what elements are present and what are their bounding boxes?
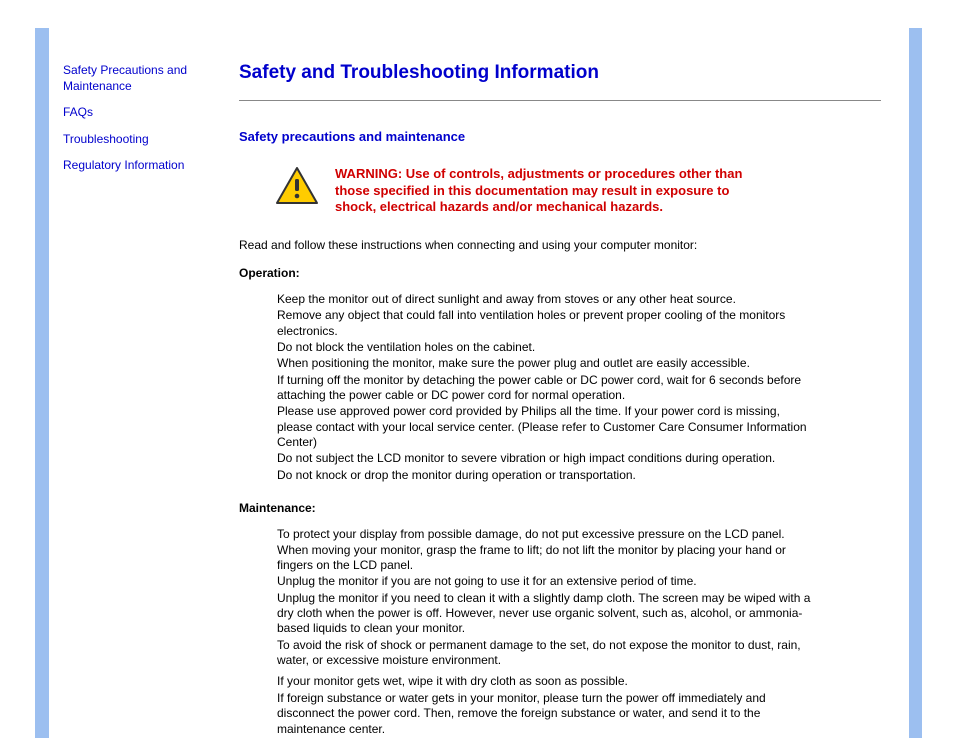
page-title: Safety and Troubleshooting Information xyxy=(239,62,881,84)
sidebar-link-troubleshooting[interactable]: Troubleshooting xyxy=(63,131,221,147)
operation-heading: Operation: xyxy=(239,266,881,280)
operation-item: If turning off the monitor by detaching … xyxy=(277,373,817,404)
intro-text: Read and follow these instructions when … xyxy=(239,238,881,252)
warning-block: WARNING: Use of controls, adjustments or… xyxy=(275,166,881,216)
sidebar-link-regulatory[interactable]: Regulatory Information xyxy=(63,157,221,173)
content-area: Safety Precautions and Maintenance FAQs … xyxy=(49,28,909,738)
page-root: Safety Precautions and Maintenance FAQs … xyxy=(0,0,954,738)
operation-item: Remove any object that could fall into v… xyxy=(277,308,817,339)
maintenance-list: To protect your display from possible da… xyxy=(277,527,817,737)
horizontal-rule xyxy=(239,100,881,101)
sidebar: Safety Precautions and Maintenance FAQs … xyxy=(49,28,231,738)
maintenance-item: To avoid the risk of shock or permanent … xyxy=(277,638,817,669)
sidebar-link-faqs[interactable]: FAQs xyxy=(63,104,221,120)
accent-bar-right xyxy=(909,28,922,738)
maintenance-heading: Maintenance: xyxy=(239,501,881,515)
operation-item: Please use approved power cord provided … xyxy=(277,404,817,450)
main-panel: Safety and Troubleshooting Information S… xyxy=(231,28,909,738)
maintenance-item: Unplug the monitor if you are not going … xyxy=(277,574,817,589)
operation-item: When positioning the monitor, make sure … xyxy=(277,356,817,371)
operation-item: Do not knock or drop the monitor during … xyxy=(277,468,817,483)
section-heading: Safety precautions and maintenance xyxy=(239,129,881,144)
sidebar-link-safety[interactable]: Safety Precautions and Maintenance xyxy=(63,62,221,94)
warning-text: WARNING: Use of controls, adjustments or… xyxy=(335,166,765,216)
maintenance-item: If foreign substance or water gets in yo… xyxy=(277,691,817,737)
maintenance-item: If your monitor gets wet, wipe it with d… xyxy=(277,674,817,689)
warning-icon xyxy=(275,166,319,206)
accent-bar-left xyxy=(35,28,49,738)
operation-list: Keep the monitor out of direct sunlight … xyxy=(277,292,817,483)
maintenance-item: To protect your display from possible da… xyxy=(277,527,817,573)
operation-item: Do not subject the LCD monitor to severe… xyxy=(277,451,817,466)
operation-item: Do not block the ventilation holes on th… xyxy=(277,340,817,355)
operation-item: Keep the monitor out of direct sunlight … xyxy=(277,292,817,307)
maintenance-item: Unplug the monitor if you need to clean … xyxy=(277,591,817,637)
